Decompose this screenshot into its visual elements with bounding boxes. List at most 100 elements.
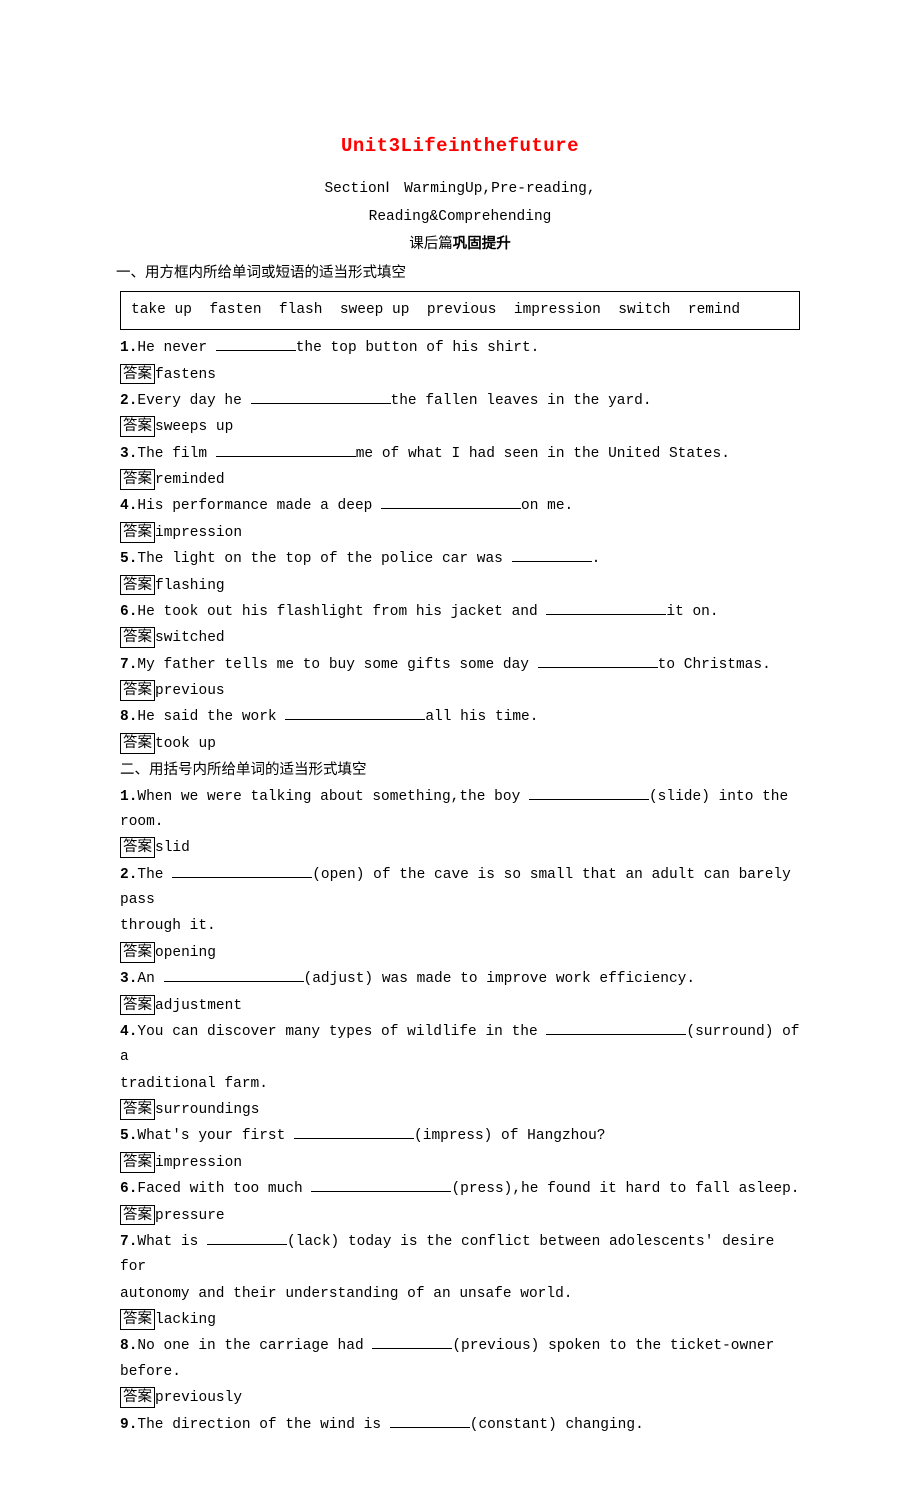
answer-label: 答案	[120, 942, 155, 963]
answer-label: 答案	[120, 1309, 155, 1330]
q-text: My father tells me to buy some gifts som…	[137, 657, 537, 673]
s1-q2: 2.Every day he the fallen leaves in the …	[120, 389, 800, 414]
s1-q8: 8.He said the work all his time.	[120, 705, 800, 730]
s1-a8: 答案took up	[120, 732, 800, 757]
s2-q1: 1.When we were talking about something,t…	[120, 785, 800, 836]
q-text: it on.	[666, 604, 718, 620]
q-text: Every day he	[137, 393, 250, 409]
subtitle3-part2: 巩固提升	[453, 236, 511, 252]
document-title: Unit3Lifeinthefuture	[120, 130, 800, 163]
section2-header: 二、用括号内所给单词的适当形式填空	[120, 758, 800, 783]
answer-value: previously	[155, 1390, 242, 1406]
q-text: .	[592, 551, 601, 567]
answer-value: lacking	[155, 1312, 216, 1328]
answer-label: 答案	[120, 469, 155, 490]
s2-q4: 4.You can discover many types of wildlif…	[120, 1020, 800, 1071]
s2-q4-cont: traditional farm.	[120, 1072, 800, 1097]
blank	[381, 495, 521, 510]
blank	[207, 1230, 287, 1245]
q-text: (adjust) was made to improve work effici…	[304, 971, 696, 987]
q-text: to Christmas.	[658, 657, 771, 673]
q-text: He never	[137, 340, 215, 356]
answer-value: impression	[155, 525, 242, 541]
q-number: 8.	[120, 709, 137, 725]
s2-q5: 5.What's your first (impress) of Hangzho…	[120, 1124, 800, 1149]
answer-value: adjustment	[155, 998, 242, 1014]
s2-q2-cont: through it.	[120, 914, 800, 939]
s2-a2: 答案opening	[120, 941, 800, 966]
q-text: He said the work	[137, 709, 285, 725]
subtitle-line1: SectionⅠ WarmingUp,Pre-reading,	[120, 177, 800, 202]
answer-value: fastens	[155, 367, 216, 383]
answer-label: 答案	[120, 733, 155, 754]
q-text: His performance made a deep	[137, 498, 381, 514]
s1-q4: 4.His performance made a deep on me.	[120, 494, 800, 519]
s2-a7: 答案lacking	[120, 1308, 800, 1333]
answer-label: 答案	[120, 627, 155, 648]
q-number: 3.	[120, 446, 137, 462]
s1-q3: 3.The film me of what I had seen in the …	[120, 442, 800, 467]
q-text: (press),he found it hard to fall asleep.	[451, 1181, 799, 1197]
q-text: on me.	[521, 498, 573, 514]
s1-a1: 答案fastens	[120, 363, 800, 388]
answer-value: previous	[155, 683, 225, 699]
q-number: 8.	[120, 1338, 137, 1354]
answer-label: 答案	[120, 1387, 155, 1408]
answer-value: impression	[155, 1155, 242, 1171]
blank	[529, 785, 649, 800]
q-text: (constant) changing.	[470, 1417, 644, 1433]
answer-label: 答案	[120, 522, 155, 543]
section1-header: 一、用方框内所给单词或短语的适当形式填空	[116, 261, 800, 286]
q-number: 7.	[120, 1234, 137, 1250]
q-number: 9.	[120, 1417, 137, 1433]
q-number: 7.	[120, 657, 137, 673]
answer-label: 答案	[120, 364, 155, 385]
q-number: 4.	[120, 498, 137, 514]
s2-a4: 答案surroundings	[120, 1098, 800, 1123]
s1-a3: 答案reminded	[120, 468, 800, 493]
s2-q8: 8.No one in the carriage had (previous) …	[120, 1334, 800, 1385]
answer-value: flashing	[155, 578, 225, 594]
blank	[251, 389, 391, 404]
q-number: 6.	[120, 604, 137, 620]
s2-a1: 答案slid	[120, 836, 800, 861]
subtitle-line3: 课后篇巩固提升	[120, 232, 800, 257]
q-text: No one in the carriage had	[137, 1338, 372, 1354]
q-number: 2.	[120, 393, 137, 409]
s2-q7: 7.What is (lack) today is the conflict b…	[120, 1230, 800, 1281]
q-text: You can discover many types of wildlife …	[137, 1024, 546, 1040]
answer-value: opening	[155, 945, 216, 961]
s2-a5: 答案impression	[120, 1151, 800, 1176]
answer-value: slid	[155, 840, 190, 856]
q-text: He took out his flashlight from his jack…	[137, 604, 546, 620]
q-number: 4.	[120, 1024, 137, 1040]
s1-q7: 7.My father tells me to buy some gifts s…	[120, 653, 800, 678]
q-text: The film	[137, 446, 215, 462]
s2-a6: 答案pressure	[120, 1204, 800, 1229]
answer-label: 答案	[120, 1152, 155, 1173]
blank	[372, 1335, 452, 1350]
s1-a7: 答案previous	[120, 679, 800, 704]
blank	[216, 442, 356, 457]
answer-value: surroundings	[155, 1102, 259, 1118]
answer-label: 答案	[120, 680, 155, 701]
q-number: 2.	[120, 867, 137, 883]
blank	[390, 1413, 470, 1428]
blank	[546, 1020, 686, 1035]
blank	[512, 548, 592, 563]
q-number: 5.	[120, 1128, 137, 1144]
q-text: An	[137, 971, 163, 987]
q-number: 5.	[120, 551, 137, 567]
s2-q9: 9.The direction of the wind is (constant…	[120, 1413, 800, 1438]
answer-value: reminded	[155, 472, 225, 488]
answer-label: 答案	[120, 575, 155, 596]
answer-label: 答案	[120, 837, 155, 858]
q-number: 1.	[120, 789, 137, 805]
q-text: the fallen leaves in the yard.	[391, 393, 652, 409]
q-text: What's your first	[137, 1128, 294, 1144]
s2-a3: 答案adjustment	[120, 994, 800, 1019]
s2-q2: 2.The (open) of the cave is so small tha…	[120, 863, 800, 914]
s1-q6: 6.He took out his flashlight from his ja…	[120, 600, 800, 625]
answer-value: sweeps up	[155, 419, 233, 435]
answer-label: 答案	[120, 995, 155, 1016]
